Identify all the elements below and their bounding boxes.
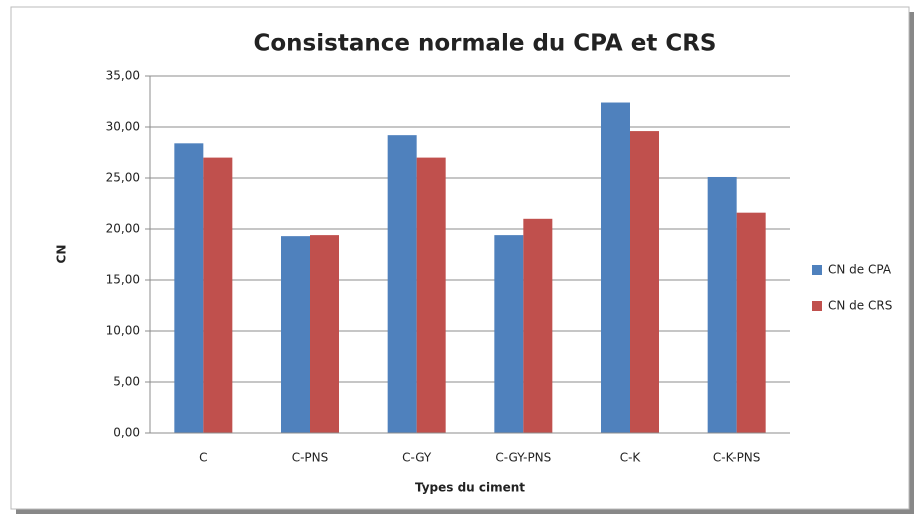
legend-label: CN de CPA: [828, 263, 892, 277]
x-tick-label: C-K: [620, 451, 642, 465]
y-tick-label: 25,00: [106, 171, 140, 185]
y-tick-label: 10,00: [106, 324, 140, 338]
bar: [203, 157, 233, 433]
y-tick-label: 30,00: [106, 120, 140, 134]
bar: [494, 235, 524, 433]
bar: [707, 176, 737, 434]
bar: [387, 135, 417, 433]
legend-label: CN de CRS: [828, 299, 892, 313]
legend-swatch: [812, 301, 822, 311]
x-tick-label: C-GY: [402, 451, 432, 465]
bar: [630, 131, 659, 433]
bar: [416, 157, 446, 433]
x-axis-label: Types du ciment: [415, 481, 525, 495]
bar: [523, 218, 553, 433]
bar: [310, 235, 339, 433]
y-tick-label: 35,00: [106, 69, 140, 83]
frame: [10, 6, 910, 510]
chart-title: Consistance normale du CPA et CRS: [254, 31, 717, 57]
y-axis-label: CN: [55, 245, 69, 264]
legend-swatch: [812, 265, 822, 275]
x-tick-label: C-GY-PNS: [495, 451, 551, 465]
x-tick-label: C: [199, 451, 207, 465]
bar: [281, 236, 310, 433]
y-tick-label: 5,00: [113, 375, 140, 389]
bar: [601, 102, 630, 434]
bar: [736, 212, 766, 433]
bar: [174, 143, 204, 433]
x-tick-label: C-PNS: [292, 451, 329, 465]
y-tick-label: 20,00: [106, 222, 140, 236]
y-tick-label: 0,00: [113, 426, 140, 440]
x-tick-label: C-K-PNS: [713, 451, 760, 465]
y-tick-label: 15,00: [106, 273, 140, 287]
